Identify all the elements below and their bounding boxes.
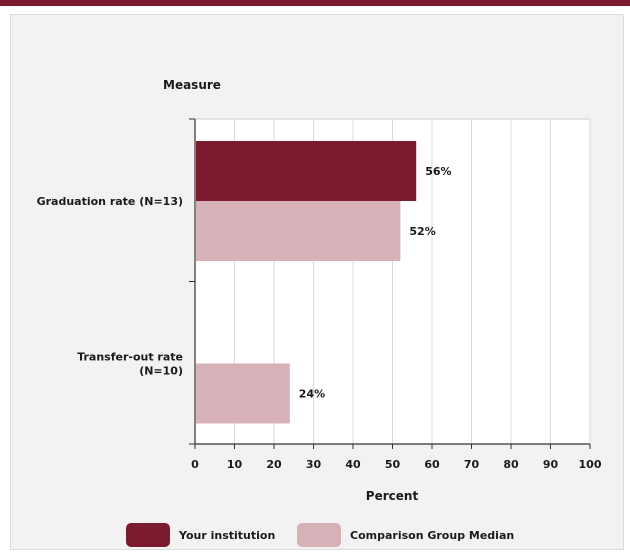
category-label: Transfer-out rate xyxy=(77,351,183,364)
x-tick-label: 10 xyxy=(227,458,243,471)
axes xyxy=(189,118,591,449)
data-label: 24% xyxy=(299,388,325,401)
x-tick-label: 20 xyxy=(266,458,282,471)
x-tick-label: 0 xyxy=(191,458,199,471)
legend-label: Comparison Group Median xyxy=(350,529,514,542)
legend-label: Your institution xyxy=(178,529,275,542)
category-label: Graduation rate (N=13) xyxy=(37,195,183,208)
x-tick-label: 30 xyxy=(306,458,322,471)
data-label: 52% xyxy=(409,225,435,238)
x-axis-title: Percent xyxy=(366,489,419,503)
x-tick-label: 40 xyxy=(345,458,361,471)
x-tick-label: 80 xyxy=(503,458,519,471)
top-accent-bar xyxy=(0,0,630,6)
x-tick-label: 50 xyxy=(385,458,401,471)
category-labels: Graduation rate (N=13) Transfer-out rate(… xyxy=(37,195,183,378)
y-axis-title: Measure xyxy=(163,78,221,92)
legend-swatch xyxy=(297,523,341,547)
x-tick-label: 60 xyxy=(424,458,440,471)
legend: Your institution Comparison Group Median xyxy=(126,523,514,547)
legend-swatch xyxy=(126,523,170,547)
category-label: (N=10) xyxy=(139,365,183,378)
bars: 56% 52% 24% xyxy=(196,141,452,424)
x-tick-label: 100 xyxy=(579,458,602,471)
bar xyxy=(196,363,290,424)
x-tick-label: 90 xyxy=(543,458,559,471)
bar xyxy=(196,141,417,201)
x-tick-labels: 0 10 20 30 40 50 60 70 80 90 100 xyxy=(191,458,602,471)
data-label: 56% xyxy=(425,165,451,178)
x-tick-label: 70 xyxy=(464,458,480,471)
bar xyxy=(196,201,401,261)
